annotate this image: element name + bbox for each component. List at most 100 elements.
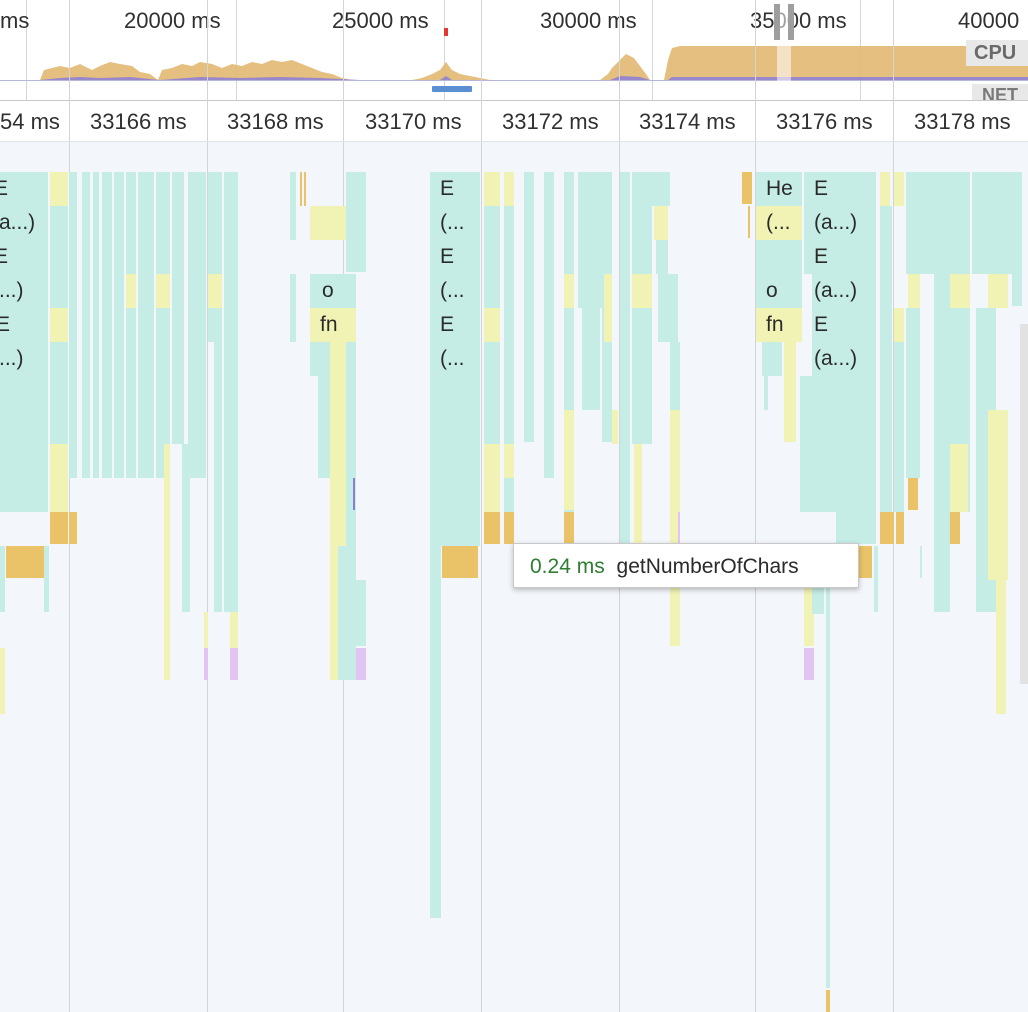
flame-frame[interactable]: [230, 612, 238, 680]
flame-frame[interactable]: [484, 444, 500, 512]
flame-frame[interactable]: [93, 172, 99, 478]
flame-frame[interactable]: [812, 308, 876, 342]
flame-frame[interactable]: [310, 308, 356, 342]
flame-frame[interactable]: [908, 274, 920, 308]
flame-frame[interactable]: [346, 376, 356, 680]
flame-frame[interactable]: [0, 546, 5, 612]
flame-frame[interactable]: [756, 274, 802, 308]
flame-frame[interactable]: [906, 172, 934, 274]
flame-frame[interactable]: [318, 376, 330, 478]
flame-frame[interactable]: [812, 172, 876, 206]
flame-frame[interactable]: [524, 172, 534, 442]
flame-frame[interactable]: [742, 172, 752, 204]
flame-frame[interactable]: [620, 342, 630, 544]
flame-frame[interactable]: [356, 172, 366, 272]
flame-frame[interactable]: [920, 546, 922, 578]
flame-frame[interactable]: [1012, 172, 1022, 306]
flame-frame[interactable]: [126, 274, 136, 308]
flame-frame[interactable]: [658, 274, 678, 342]
flame-frame[interactable]: [224, 172, 238, 612]
flame-frame[interactable]: [950, 512, 960, 544]
flame-frame[interactable]: [544, 172, 554, 478]
flame-frame[interactable]: [762, 342, 782, 376]
flame-frame[interactable]: [50, 308, 68, 342]
flame-frame[interactable]: [156, 274, 170, 308]
flame-frame[interactable]: [0, 376, 48, 512]
flame-frame[interactable]: [182, 444, 190, 612]
flame-frame[interactable]: [50, 512, 68, 544]
flame-frame[interactable]: [582, 308, 600, 410]
flame-frame[interactable]: [564, 172, 574, 542]
flame-frame[interactable]: [756, 206, 802, 240]
flame-frame[interactable]: [764, 376, 768, 410]
flame-frame[interactable]: [836, 478, 876, 544]
flame-frame[interactable]: [114, 172, 124, 478]
flame-frame[interactable]: [634, 444, 642, 544]
flame-frame[interactable]: [880, 172, 890, 206]
flame-frame[interactable]: [188, 172, 206, 478]
flame-frame[interactable]: [484, 308, 500, 342]
flame-frame[interactable]: [6, 546, 44, 578]
flame-frame[interactable]: [484, 512, 500, 544]
flame-frame[interactable]: [50, 172, 68, 206]
flame-frame[interactable]: [69, 172, 77, 478]
selection-right-handle[interactable]: [788, 4, 794, 40]
flame-frame[interactable]: [430, 206, 480, 240]
flame-frame[interactable]: [988, 410, 1008, 580]
flame-frame[interactable]: [894, 342, 904, 512]
flame-frame[interactable]: [214, 342, 222, 612]
flame-frame[interactable]: [670, 410, 680, 646]
flame-frame[interactable]: [996, 580, 1006, 714]
flame-frame[interactable]: [988, 274, 1008, 308]
flame-frame[interactable]: [430, 342, 480, 376]
flame-frame[interactable]: [442, 546, 478, 578]
flame-frame[interactable]: [304, 172, 306, 206]
flame-frame[interactable]: [356, 580, 366, 646]
flame-frame[interactable]: [652, 172, 670, 206]
flame-frame[interactable]: [826, 990, 830, 1012]
flame-frame[interactable]: [0, 240, 48, 274]
flame-frame[interactable]: [44, 546, 49, 612]
flame-frame[interactable]: [204, 648, 208, 680]
flame-frame[interactable]: [950, 172, 970, 512]
flame-frame[interactable]: [430, 274, 480, 308]
flame-frame[interactable]: [632, 172, 652, 274]
flame-frame[interactable]: [858, 546, 872, 578]
flame-frame[interactable]: [826, 578, 830, 988]
flame-frame[interactable]: [756, 240, 802, 274]
flame-frame[interactable]: [880, 512, 894, 544]
overview-selection-window[interactable]: [777, 0, 791, 100]
flame-frame[interactable]: [678, 512, 680, 546]
flame-frame[interactable]: [82, 172, 90, 478]
flame-frame[interactable]: [102, 172, 112, 478]
flame-frame[interactable]: [0, 342, 48, 376]
flame-frame[interactable]: [504, 444, 514, 478]
flame-frame[interactable]: [784, 342, 796, 442]
flame-frame[interactable]: [812, 240, 876, 274]
flame-frame[interactable]: [300, 172, 302, 206]
flame-frame[interactable]: [0, 172, 48, 206]
flame-frame[interactable]: [612, 410, 618, 444]
flame-frame[interactable]: [804, 546, 814, 646]
flame-frame[interactable]: [564, 274, 574, 308]
flame-frame[interactable]: [934, 172, 950, 612]
flame-frame[interactable]: [756, 172, 802, 206]
flame-frame[interactable]: [138, 172, 154, 478]
flame-frame[interactable]: [894, 172, 904, 206]
flame-frame[interactable]: [620, 172, 630, 342]
flame-frame[interactable]: [0, 648, 5, 714]
flame-frame[interactable]: [632, 274, 652, 308]
flame-frame[interactable]: [172, 172, 184, 444]
flame-frame[interactable]: [504, 206, 514, 512]
flame-frame[interactable]: [578, 172, 602, 308]
flame-frame[interactable]: [504, 512, 514, 544]
flame-frame[interactable]: [208, 274, 222, 308]
flame-frame[interactable]: [894, 308, 904, 342]
flame-frame[interactable]: [310, 274, 356, 308]
flame-frame[interactable]: [906, 308, 920, 478]
flame-frame[interactable]: [69, 512, 77, 544]
flame-frame[interactable]: [804, 172, 812, 274]
flame-frame[interactable]: [804, 648, 814, 680]
flame-frame[interactable]: [126, 172, 136, 478]
